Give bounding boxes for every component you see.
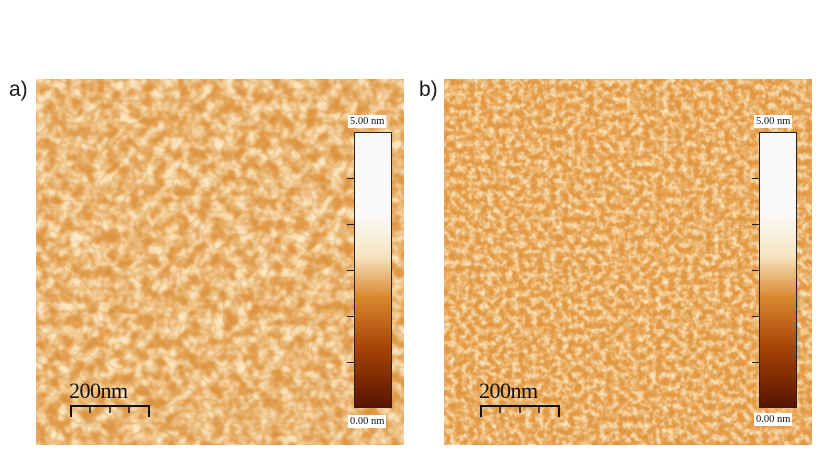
afm-texture-b: [444, 79, 812, 445]
scale-bar-a-label: 200nm: [69, 378, 128, 403]
afm-image-a: 5.00 nm 0.00 nm 200nm: [36, 79, 404, 445]
panel-a-label: a): [9, 78, 28, 101]
scale-bar-a: [70, 405, 150, 417]
colorbar-b-ticks: [752, 133, 760, 407]
afm-image-b: 5.00 nm 0.00 nm 200nm: [444, 79, 812, 445]
scale-bar-b: [480, 405, 560, 417]
colorbar-a: [347, 132, 392, 408]
colorbar-b-max-label: 5.00 nm: [754, 115, 793, 128]
colorbar-a-min-label: 0.00 nm: [348, 415, 387, 428]
scale-bar-b-label: 200nm: [479, 378, 538, 403]
colorbar-a-ticks: [347, 133, 355, 407]
afm-texture-a: [36, 79, 404, 445]
colorbar-b: [752, 132, 797, 408]
colorbar-b-min-label: 0.00 nm: [754, 413, 793, 426]
colorbar-a-max-label: 5.00 nm: [348, 115, 387, 128]
panel-b-label: b): [419, 78, 438, 101]
